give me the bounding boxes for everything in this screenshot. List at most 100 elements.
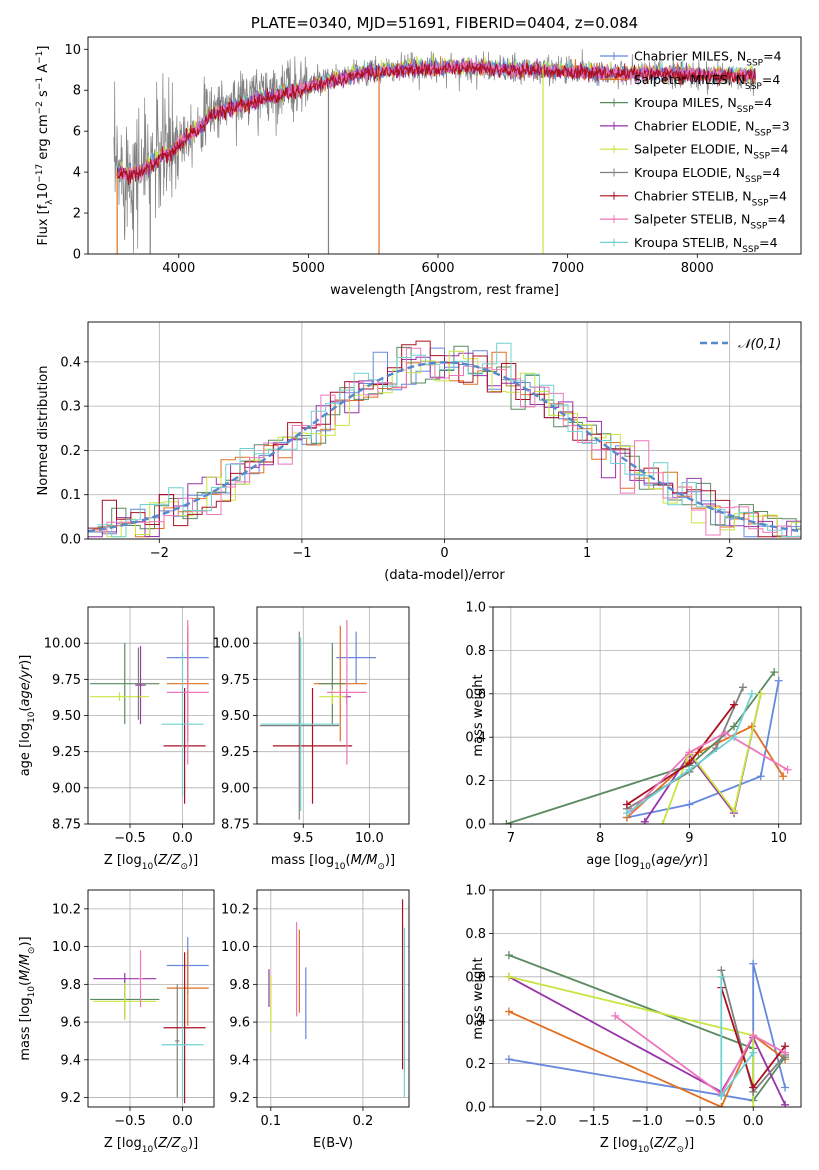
- x-axis-label: E(B-V): [313, 1136, 353, 1151]
- y-tick-label: 0.6: [465, 687, 486, 702]
- y-tick-label: 0.3: [60, 400, 81, 415]
- x-tick-label: −1: [292, 546, 311, 561]
- x-axis-label: Z [log10(Z/Z⊙)]: [600, 1136, 694, 1155]
- errorbar-point: [163, 688, 206, 804]
- weight-marker: [721, 728, 730, 737]
- x-axis-label: Z [log10(Z/Z⊙)]: [104, 1136, 198, 1155]
- x-tick-label: 0.2: [353, 1114, 374, 1129]
- y-tick-label: 0.6: [465, 970, 486, 985]
- x-axis-label: Z [log10(Z/Z⊙)]: [104, 853, 198, 872]
- x-tick-label: 1: [583, 546, 591, 561]
- y-tick-label: 0.2: [465, 1057, 486, 1072]
- x-tick-label: 9: [685, 831, 693, 846]
- mass_vs_Z-errorbars: [90, 937, 209, 1104]
- weight-marker: [658, 820, 667, 824]
- mass_vs_ebv-errorbars: [268, 899, 405, 1098]
- x-tick-label: 0.0: [172, 1114, 193, 1129]
- histogram-series-7: [92, 347, 801, 538]
- y-tick-label: 9.6: [60, 1016, 81, 1031]
- y-tick-label: 9.25: [52, 745, 81, 760]
- weight-marker: [685, 765, 694, 774]
- errorbar-point: [175, 984, 180, 1098]
- x-tick-label: 7: [507, 831, 515, 846]
- errorbar-point: [161, 651, 204, 797]
- spectrum-lines: [113, 49, 756, 254]
- errorbar-point: [138, 950, 143, 1007]
- weight-marker: [749, 1083, 758, 1092]
- y-tick-label: 10: [64, 43, 81, 58]
- errorbar-point: [327, 620, 367, 765]
- weight-marker: [749, 959, 758, 968]
- axes-frame: [492, 889, 802, 1108]
- y-tick-label: 10.2: [52, 902, 81, 917]
- y-tick-label: 9.50: [52, 709, 81, 724]
- weight-series-0: [626, 680, 780, 819]
- weight-marker: [749, 1031, 758, 1040]
- x-tick-label: 10.0: [355, 831, 384, 846]
- axes-frame: [256, 889, 410, 1108]
- x-tick-label: 0: [440, 546, 448, 561]
- y-tick-label: 0.8: [465, 927, 486, 942]
- errorbar-point: [166, 950, 209, 1026]
- y-tick-label: 0.8: [465, 644, 486, 659]
- errorbar-point: [259, 631, 339, 820]
- weight_vs_age-lines: [502, 668, 792, 824]
- y-tick-label: 8.75: [221, 818, 250, 833]
- errorbar-point: [166, 620, 209, 765]
- weight-marker: [781, 1048, 790, 1057]
- axes-frame: [87, 36, 802, 255]
- errorbar-point: [272, 688, 353, 804]
- legend-label: 𝒩(0,1): [738, 337, 781, 352]
- y-tick-label: 9.75: [221, 673, 250, 688]
- x-tick-label: −1.0: [631, 1114, 663, 1129]
- y-tick-label: 9.8: [60, 978, 81, 993]
- weight-marker: [685, 800, 694, 809]
- y-tick-label: 9.75: [52, 673, 81, 688]
- mass_vs_Z-axes: −0.5 0.0 9.2 9.4 9.6 9.8 10.0 10.2: [52, 890, 214, 1129]
- weight-marker: [504, 1055, 513, 1064]
- y-tick-label: 0.0: [465, 818, 486, 833]
- weight-marker: [738, 683, 747, 692]
- weight-series-2: [506, 671, 775, 824]
- weight-marker: [747, 689, 756, 698]
- weight-series-7: [630, 731, 789, 812]
- weight_vs_age-axes: 7 8 9 10 0.0 0.2 0.4 0.6 0.8 1.0: [465, 601, 801, 846]
- weight-marker: [779, 772, 788, 781]
- x-axis-label: wavelength [Angstrom, rest frame]: [330, 283, 559, 298]
- chart-title: PLATE=0340, MJD=51691, FIBERID=0404, z=0…: [251, 14, 638, 32]
- x-axis-label: age [log10(age/yr)]: [586, 853, 708, 872]
- x-tick-label: 10: [770, 831, 787, 846]
- y-tick-label: 0.2: [60, 444, 81, 459]
- y-tick-label: 6: [73, 125, 81, 140]
- mass_vs_ebv-axes: 0.1 0.2 9.2 9.4 9.6 9.8 10.0 10.2: [221, 890, 409, 1129]
- x-tick-label: 4000: [162, 261, 195, 276]
- x-tick-label: −2: [150, 546, 169, 561]
- errorbar-point: [163, 952, 206, 1104]
- legend-label: Chabrier ELODIE, NSSP=3: [634, 118, 790, 138]
- weight-marker: [770, 668, 779, 677]
- legend-label: Chabrier STELIB, NSSP=4: [634, 188, 787, 208]
- y-tick-label: 9.2: [60, 1091, 81, 1106]
- weight-marker: [781, 1083, 790, 1092]
- age_vs_mass-errorbars: [259, 620, 376, 820]
- weight-marker: [756, 689, 765, 698]
- histograms: [88, 340, 801, 538]
- y-tick-label: 9.6: [229, 1016, 250, 1031]
- y-tick-label: 9.50: [221, 709, 250, 724]
- histogram-series-8: [97, 342, 801, 538]
- spectrum-axes: 4000 5000 6000 7000 8000 0 2 4 6 8 10: [64, 43, 713, 276]
- x-tick-label: 8: [596, 831, 604, 846]
- weight-marker: [749, 1048, 758, 1057]
- errorbar-point: [319, 689, 346, 704]
- weight-marker: [730, 722, 739, 731]
- errorbar-point: [136, 647, 141, 720]
- weight-marker: [717, 972, 726, 981]
- weight-series-7: [614, 1015, 786, 1096]
- y-tick-label: 10.0: [221, 940, 250, 955]
- y-tick-label: 10.00: [44, 637, 81, 652]
- weight-marker: [730, 700, 739, 709]
- legend-label: Kroupa ELODIE, NSSP=4: [634, 165, 780, 185]
- weight-marker: [622, 800, 631, 809]
- axes-frame: [256, 606, 410, 825]
- y-tick-label: 9.4: [229, 1053, 250, 1068]
